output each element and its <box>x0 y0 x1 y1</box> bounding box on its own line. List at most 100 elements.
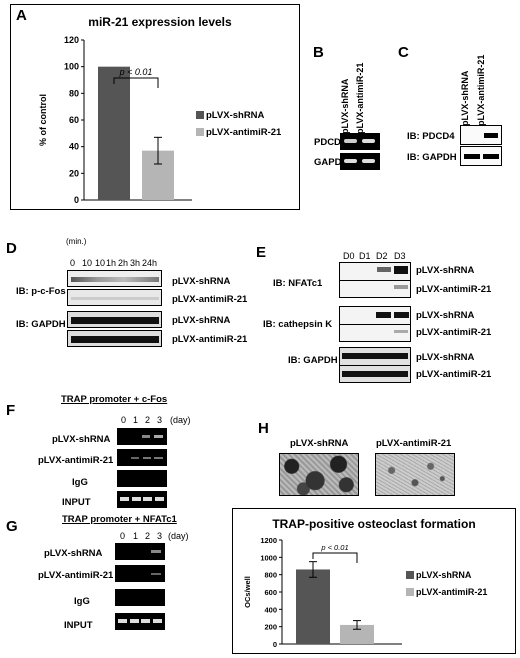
h-label-2: pLVX-antimiR-21 <box>376 438 452 449</box>
g-day-1: 1 <box>133 531 139 541</box>
chart-trap-legend-swatch-1 <box>406 571 414 579</box>
chart-a-legend-label-2: pLVX-antimiR-21 <box>206 127 282 138</box>
d-t3: 1h <box>106 258 117 268</box>
e-row-nfatc1: IB: NFATc1 <box>273 278 323 289</box>
chart-trap-ytick-label: 1000 <box>260 553 277 562</box>
chart-trap-ytick-label: 400 <box>264 605 277 614</box>
g-gel-1 <box>115 543 165 560</box>
c-row-gapdh: IB: GAPDH <box>407 152 457 163</box>
f-day-2: 2 <box>145 415 151 425</box>
f-gel-4 <box>117 491 167 508</box>
chart-trap-ytick-label: 200 <box>264 623 277 632</box>
e-d2: D2 <box>376 251 388 261</box>
chart-a-ytick-label: 20 <box>69 168 79 178</box>
c-row-pdcd4: IB: PDCD4 <box>407 131 455 142</box>
f-row-1: pLVX-shRNA <box>52 434 111 445</box>
f-day-unit: (day) <box>170 415 191 425</box>
chart-a: miR-21 expression levels 0 20 40 60 80 100 120%… <box>38 15 282 205</box>
chart-trap-ylabel: OCs/well <box>243 576 252 608</box>
d-t6: 24h <box>142 258 158 268</box>
d-lane-4: pLVX-antimiR-21 <box>172 334 248 345</box>
chart-a-ylabel: % of control <box>38 94 48 146</box>
d-lane-2: pLVX-antimiR-21 <box>172 294 248 305</box>
h-image-shrna <box>279 453 359 496</box>
chart-a-legend-swatch-2 <box>196 128 204 136</box>
c-col-antimir: pLVX-antimiR-21 <box>476 54 486 126</box>
f-row-4: INPUT <box>62 497 91 508</box>
e-blot-1 <box>339 262 411 298</box>
b-col-shrna: pLVX-shRNA <box>340 78 350 134</box>
e-row-gapdh: IB: GAPDH <box>288 355 338 366</box>
chart-trap-ytick-label: 800 <box>264 571 277 580</box>
f-gel-1 <box>117 428 167 445</box>
g-row-1: pLVX-shRNA <box>44 548 103 559</box>
e-lane-3: pLVX-shRNA <box>416 310 475 321</box>
chart-trap-legend-swatch-2 <box>406 588 414 596</box>
e-d1: D1 <box>359 251 371 261</box>
chart-a-ytick-label: 0 <box>74 195 79 205</box>
chart-trap-sig-label: p < 0.01 <box>320 543 348 552</box>
chart-trap-legend-label-2: pLVX-antimiR-21 <box>416 587 487 597</box>
f-day-3: 3 <box>157 415 163 425</box>
c-col-shrna: pLVX-shRNA <box>460 70 470 126</box>
g-day-unit: (day) <box>168 531 189 541</box>
e-lane-6: pLVX-antimiR-21 <box>416 369 492 380</box>
chart-a-ytick-label: 100 <box>64 62 79 72</box>
panel-h-label: H <box>258 420 269 437</box>
b-row-gapdh: GAPDH <box>314 157 349 168</box>
e-row-ctsk: IB: cathepsin K <box>263 319 333 330</box>
f-gel-2 <box>117 449 167 466</box>
e-lane-2: pLVX-antimiR-21 <box>416 284 492 295</box>
chart-a-ytick-label: 80 <box>69 88 79 98</box>
f-title: TRAP promoter + c-Fos <box>61 394 168 405</box>
g-row-2: pLVX-antimiR-21 <box>38 570 114 581</box>
chart-a-ytick-label: 40 <box>69 142 79 152</box>
g-gel-3 <box>115 589 165 606</box>
chart-trap-ytick-label: 600 <box>264 588 277 597</box>
chart-a-ytick-label: 120 <box>64 35 79 45</box>
d-blot-3 <box>67 311 162 328</box>
g-day-3: 3 <box>157 531 163 541</box>
panel-g-label: G <box>6 518 18 535</box>
f-row-2: pLVX-antimiR-21 <box>38 455 114 466</box>
d-lane-1: pLVX-shRNA <box>172 276 231 287</box>
d-blot-1 <box>67 270 162 287</box>
d-t0: 0 <box>70 258 76 268</box>
panel-f-label: F <box>6 402 16 419</box>
f-day-0: 0 <box>121 415 127 425</box>
d-unit: (min.) <box>66 237 87 246</box>
chart-trap-legend-label-1: pLVX-shRNA <box>416 570 472 580</box>
chart-a-sig-bracket <box>113 77 159 88</box>
b-gel-pdcd4 <box>340 133 380 150</box>
b-row-pdcd4: PDCD4 <box>314 137 347 148</box>
c-blot-gapdh <box>460 146 502 166</box>
d-blot-4 <box>67 330 162 347</box>
panel-b-label: B <box>313 44 324 61</box>
g-day-0: 0 <box>120 531 126 541</box>
e-blot-2 <box>339 306 411 342</box>
d-t2: 10 <box>95 258 106 268</box>
chart-trap-bar-2 <box>340 624 374 644</box>
panel-trap-frame <box>232 508 516 654</box>
chart-trap: TRAP-positive osteoclast formation 0 200 40… <box>243 517 487 649</box>
panel-d-label: D <box>6 240 17 257</box>
g-row-4: INPUT <box>64 620 93 631</box>
panel-e-label: E <box>256 244 267 261</box>
h-label-1: pLVX-shRNA <box>290 438 349 449</box>
d-row-pcfos: IB: p-c-Fos <box>16 286 66 297</box>
g-row-3: IgG <box>74 596 90 607</box>
b-gel-gapdh <box>340 153 380 170</box>
chart-trap-ytick-label: 1200 <box>260 536 277 545</box>
f-row-3: IgG <box>72 477 88 488</box>
d-row-gapdh: IB: GAPDH <box>16 319 66 330</box>
f-gel-3 <box>117 470 167 487</box>
d-t5: 3h <box>130 258 141 268</box>
panel-a-frame <box>10 4 300 210</box>
g-gel-4 <box>115 613 165 630</box>
chart-a-sig-label: p < 0.01 <box>119 67 153 77</box>
panel-a-label: A <box>16 7 27 24</box>
b-col-antimir: pLVX-antimiR-21 <box>355 62 365 134</box>
e-lane-4: pLVX-antimiR-21 <box>416 327 492 338</box>
d-t1: 10 <box>82 258 93 268</box>
e-lane-5: pLVX-shRNA <box>416 352 475 363</box>
